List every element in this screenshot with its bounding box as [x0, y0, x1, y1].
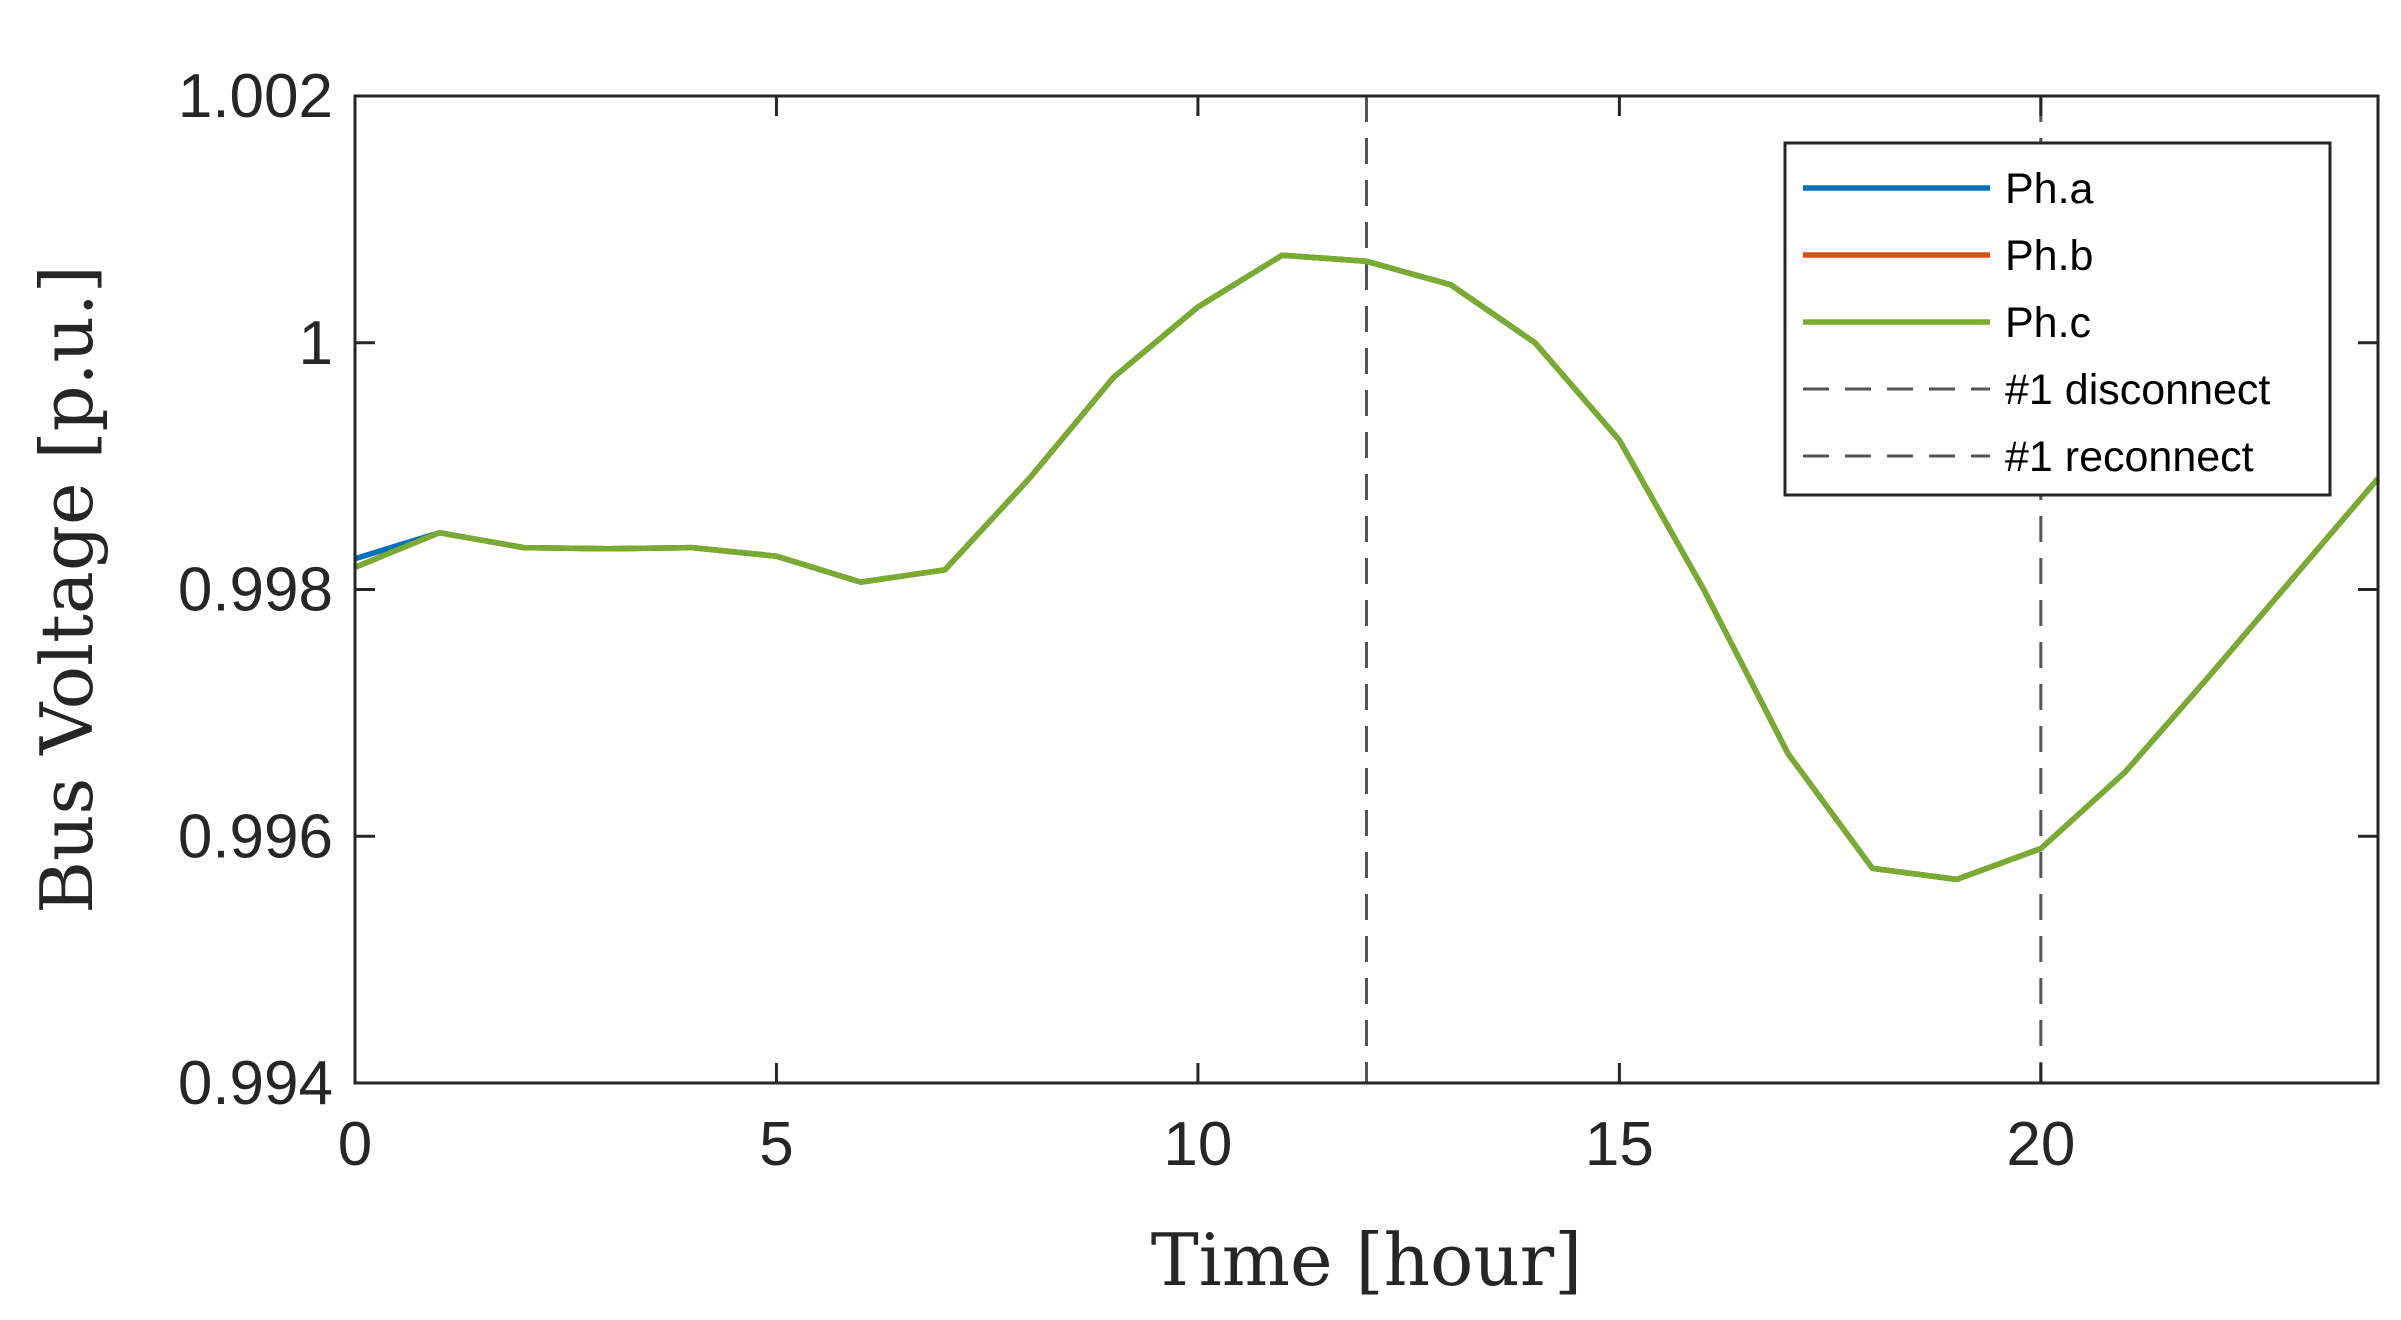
- x-tick-label: 5: [759, 1110, 793, 1179]
- legend-box: [1783, 141, 2332, 497]
- x-axis-ticks: 0 5 10 15 20: [338, 96, 2075, 1179]
- series-line-ph-c: [353, 252, 2381, 883]
- y-tick-label: 1.002: [178, 62, 333, 131]
- x-tick-label: 10: [1163, 1110, 1232, 1179]
- legend-label: #1 reconnect: [2005, 433, 2254, 481]
- y-axis-title: Bus Voltage [p.u.]: [25, 265, 109, 914]
- y-tick-label: 0.994: [178, 1049, 333, 1118]
- legend-label: #1 disconnect: [2005, 366, 2270, 414]
- legend-label: Ph.c: [2005, 299, 2091, 347]
- y-axis-ticks: 0.994 0.996 0.998 1 1.002: [178, 62, 2378, 1118]
- series-lines: [353, 252, 2381, 883]
- x-axis-title: Time [hour]: [1151, 1218, 1583, 1302]
- legend-label: Ph.b: [2005, 232, 2093, 280]
- x-tick-label: 0: [338, 1110, 372, 1179]
- legend-label: Ph.a: [2005, 165, 2094, 213]
- vertical-markers: [1365, 96, 2043, 1083]
- x-tick-label: 15: [1585, 1110, 1654, 1179]
- y-tick-label: 0.996: [178, 802, 333, 871]
- x-tick-label: 20: [2006, 1110, 2075, 1179]
- legend: Ph.a Ph.b Ph.c #1 disconnect #1 reconnect: [1783, 141, 2332, 497]
- y-tick-label: 1: [299, 309, 333, 378]
- y-tick-label: 0.998: [178, 556, 333, 625]
